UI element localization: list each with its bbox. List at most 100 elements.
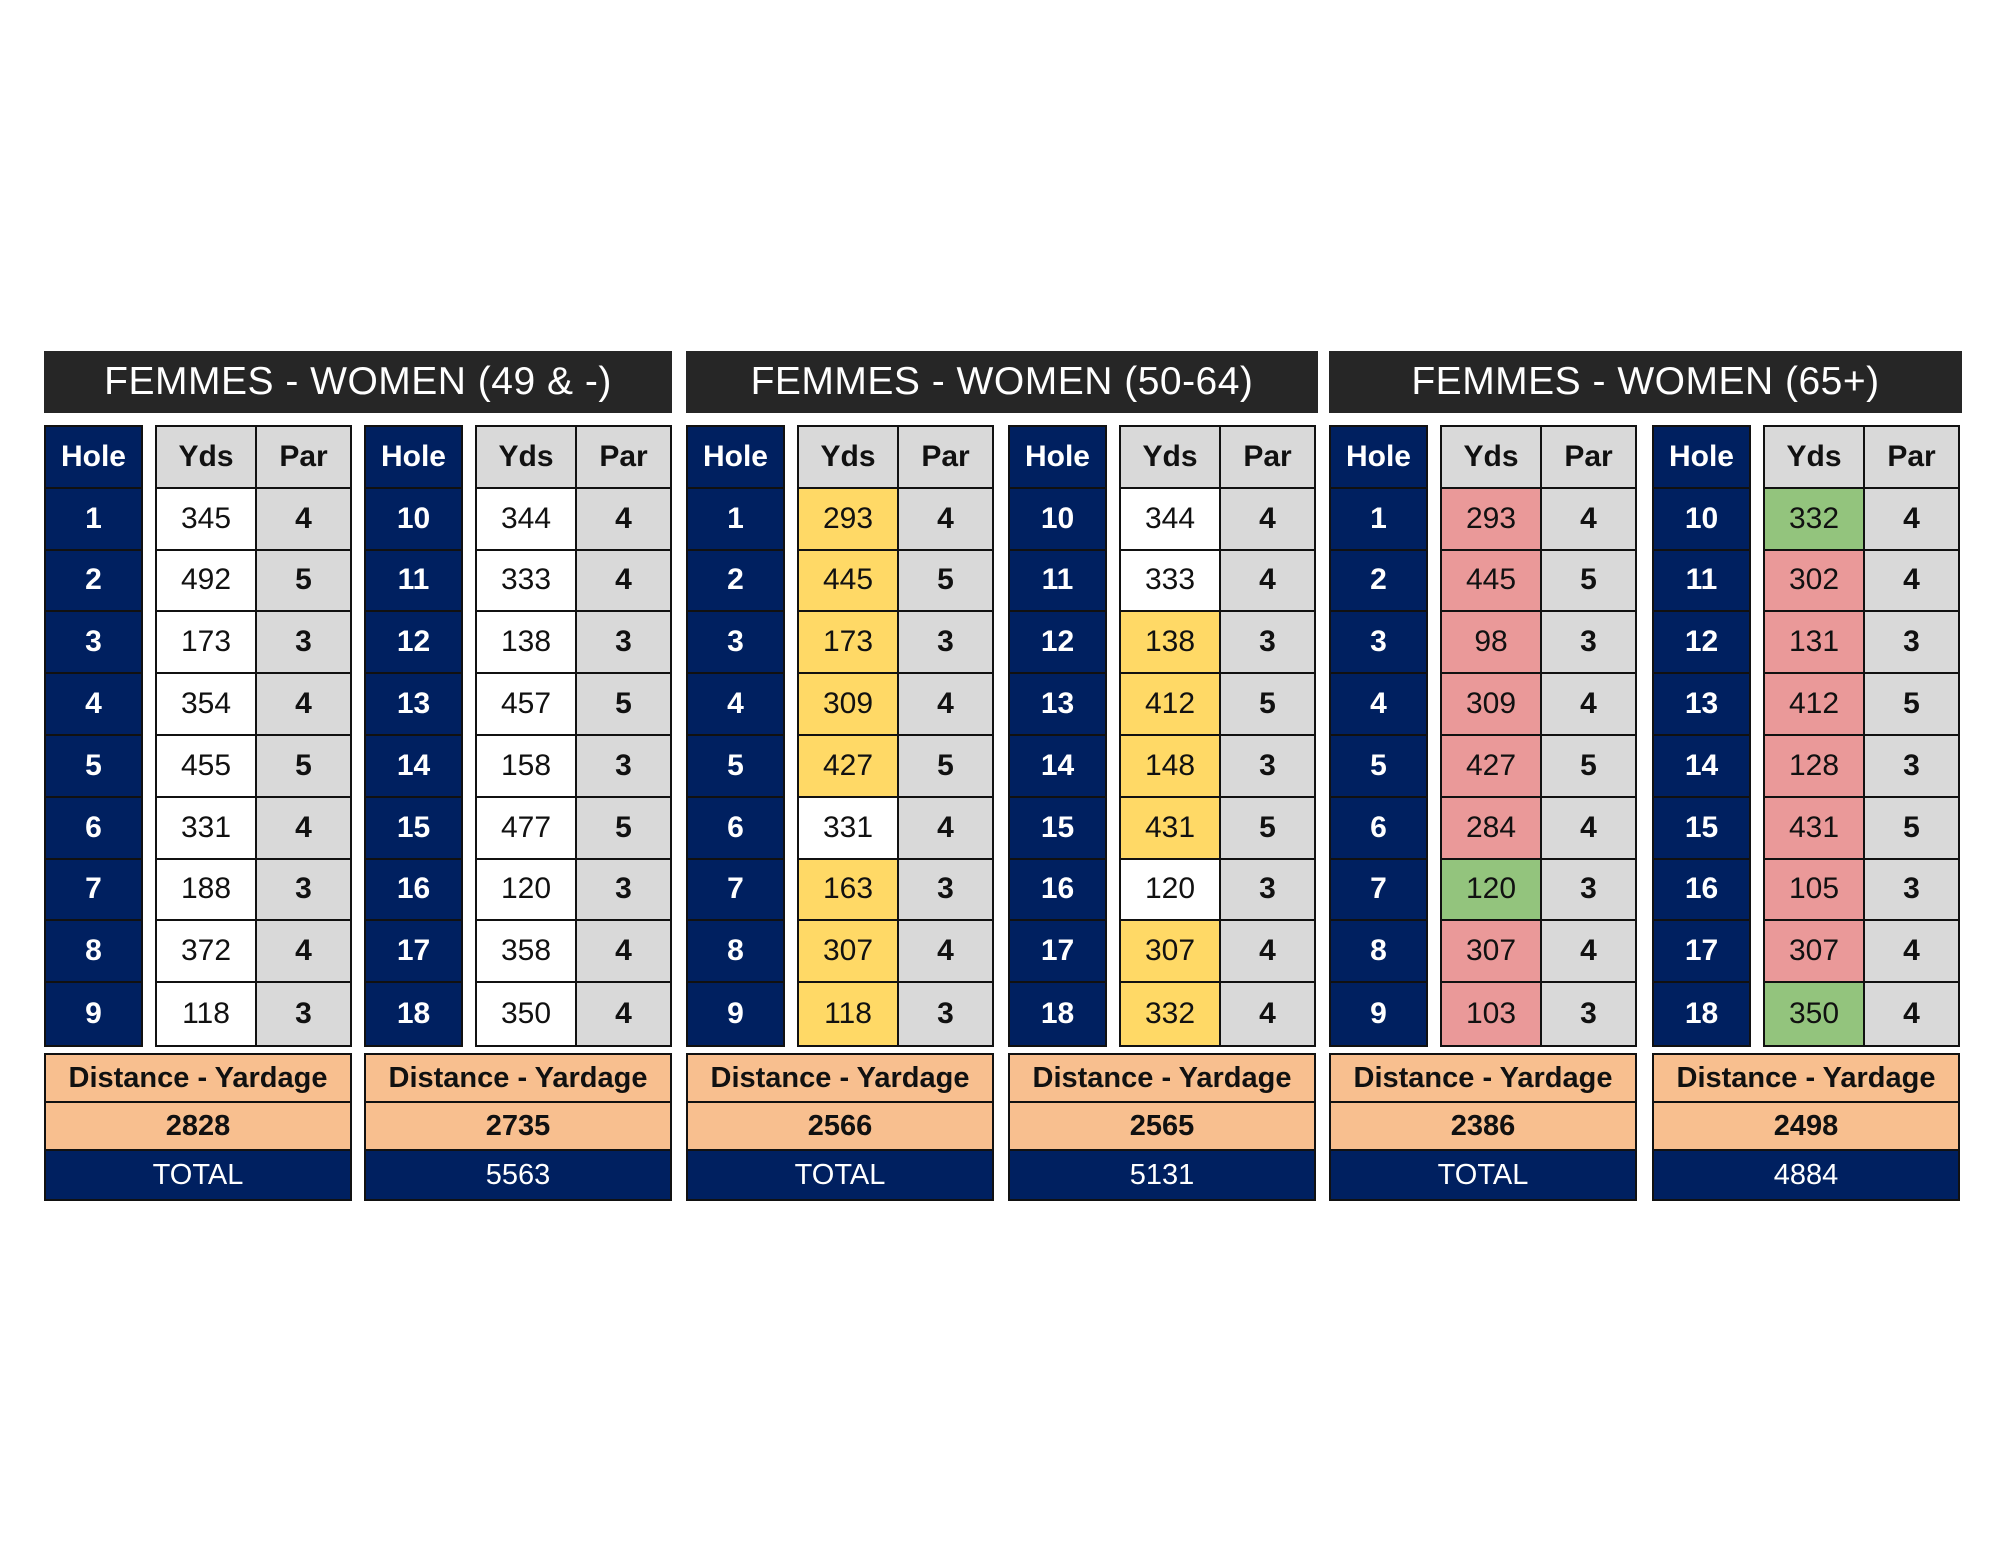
distance-footer: Distance - Yardage 2735 5563 [364, 1053, 672, 1201]
yds-cell: 307 [1121, 921, 1221, 984]
par-cell: 4 [577, 983, 670, 1045]
hole-number: 2 [1331, 551, 1426, 613]
par-cell: 3 [899, 859, 992, 922]
table-row: 331 4 [799, 797, 992, 860]
hole-header: Hole [1331, 427, 1426, 489]
distance-label: Distance - Yardage [1331, 1055, 1635, 1103]
header-row: Yds Par [477, 427, 670, 489]
group-title: FEMMES - WOMEN (50-64) [686, 351, 1318, 413]
yds-cell: 307 [799, 921, 899, 984]
par-header: Par [577, 427, 670, 489]
table-row: 173 3 [799, 612, 992, 675]
yds-cell: 131 [1765, 612, 1865, 675]
par-cell: 3 [577, 735, 670, 798]
par-cell: 3 [1221, 859, 1314, 922]
table-row: 120 3 [1442, 859, 1635, 922]
table-row: 293 4 [799, 488, 992, 551]
par-cell: 3 [257, 983, 350, 1045]
yds-cell: 345 [157, 488, 257, 551]
par-cell: 5 [1865, 674, 1958, 736]
par-cell: 3 [257, 612, 350, 675]
yardage-par-table: Yds Par 332 4 302 4 131 3 412 5 128 3 431 5 105 3 307 4 35… [1763, 425, 1960, 1047]
par-cell: 4 [899, 488, 992, 551]
header-row: Yds Par [157, 427, 350, 489]
par-cell: 3 [1865, 859, 1958, 922]
hole-number: 4 [688, 674, 783, 736]
yds-cell: 427 [799, 735, 899, 798]
hole-column: Hole 10 11 12 13 14 15 16 17 18 [1652, 425, 1751, 1047]
table-row: 307 4 [1121, 921, 1314, 984]
hole-number: 9 [85, 997, 102, 1031]
par-cell: 4 [1865, 921, 1958, 984]
yds-cell: 445 [799, 550, 899, 613]
table-row: 163 3 [799, 859, 992, 922]
hole-number: 7 [688, 860, 783, 922]
par-cell: 3 [577, 612, 670, 675]
table-row: 477 5 [477, 797, 670, 860]
par-cell: 4 [257, 797, 350, 860]
table-row: 307 4 [1442, 921, 1635, 984]
hole-number: 2 [46, 551, 141, 613]
hole-number: 5 [46, 736, 141, 798]
hole-number: 1 [46, 489, 141, 551]
table-row: 455 5 [157, 735, 350, 798]
table-row: 332 4 [1765, 488, 1958, 551]
header-row: Yds Par [1765, 427, 1958, 489]
distance-footer: Distance - Yardage 2565 5131 [1008, 1053, 1316, 1201]
table-row: 332 4 [1121, 983, 1314, 1045]
group-title: FEMMES - WOMEN (49 & -) [44, 351, 672, 413]
table-row: 372 4 [157, 921, 350, 984]
total-value: 5563 [366, 1151, 670, 1199]
hole-number: 7 [1331, 860, 1426, 922]
par-cell: 3 [1542, 612, 1635, 675]
yds-cell: 332 [1121, 983, 1221, 1045]
yds-cell: 118 [157, 983, 257, 1045]
hole-number: 11 [1010, 551, 1105, 613]
hole-header: Hole [366, 427, 461, 489]
table-row: 492 5 [157, 550, 350, 613]
distance-footer: Distance - Yardage 2828 TOTAL [44, 1053, 352, 1201]
hole-number: 6 [1331, 798, 1426, 860]
table-row: 427 5 [799, 735, 992, 798]
table-row: 333 4 [1121, 550, 1314, 613]
yds-cell: 358 [477, 921, 577, 984]
par-cell: 3 [1221, 735, 1314, 798]
par-cell: 5 [1865, 797, 1958, 860]
par-cell: 4 [1542, 921, 1635, 984]
header-row: Yds Par [1121, 427, 1314, 489]
hole-number: 11 [1654, 551, 1749, 613]
yds-cell: 331 [157, 797, 257, 860]
par-cell: 4 [1221, 550, 1314, 613]
yds-header: Yds [799, 427, 899, 489]
distance-value: 2566 [688, 1103, 992, 1151]
yds-cell: 307 [1442, 921, 1542, 984]
yds-cell: 98 [1442, 612, 1542, 675]
par-cell: 4 [257, 921, 350, 984]
yardage-par-table: Yds Par 344 4 333 4 138 3 412 5 148 3 431 5 120 3 307 4 33… [1119, 425, 1316, 1047]
hole-number: 1 [1331, 489, 1426, 551]
par-cell: 3 [899, 983, 992, 1045]
distance-footer: Distance - Yardage 2498 4884 [1652, 1053, 1960, 1201]
par-header: Par [1221, 427, 1314, 489]
yds-cell: 492 [157, 550, 257, 613]
par-header: Par [899, 427, 992, 489]
hole-number: 16 [366, 860, 461, 922]
table-row: 307 4 [799, 921, 992, 984]
hole-number: 10 [1654, 489, 1749, 551]
table-row: 412 5 [1765, 674, 1958, 736]
yds-cell: 148 [1121, 735, 1221, 798]
table-row: 412 5 [1121, 674, 1314, 736]
table-row: 445 5 [1442, 550, 1635, 613]
yds-cell: 332 [1765, 488, 1865, 551]
hole-number: 3 [688, 612, 783, 675]
yds-cell: 173 [799, 612, 899, 675]
total-value: 4884 [1654, 1151, 1958, 1199]
hole-number: 18 [1684, 997, 1719, 1031]
table-row: 103 3 [1442, 983, 1635, 1045]
yds-cell: 284 [1442, 797, 1542, 860]
yardage-par-table: Yds Par 293 4 445 5 98 3 309 4 427 5 284 4 120 3 307 4 103… [1440, 425, 1637, 1047]
table-row: 120 3 [1121, 859, 1314, 922]
hole-number: 18 [1040, 997, 1075, 1031]
par-cell: 4 [257, 674, 350, 736]
yds-cell: 188 [157, 859, 257, 922]
